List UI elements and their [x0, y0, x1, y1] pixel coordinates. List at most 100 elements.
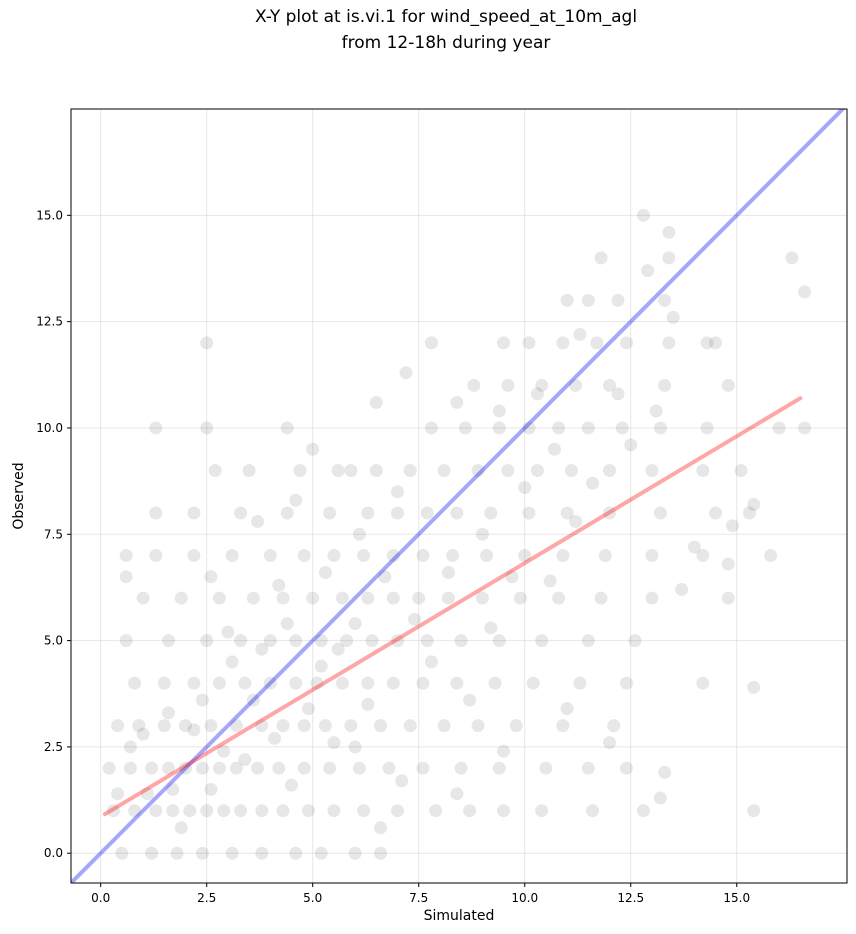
scatter-point — [314, 846, 328, 860]
scatter-point — [327, 736, 341, 750]
scatter-point — [420, 634, 434, 648]
scatter-point — [645, 463, 659, 477]
scatter-point — [556, 549, 570, 563]
scatter-point — [594, 591, 608, 605]
scatter-point — [200, 634, 214, 648]
scatter-point — [318, 719, 332, 733]
scatter-point — [424, 655, 438, 669]
scatter-point — [556, 719, 570, 733]
scatter-point — [310, 676, 324, 690]
scatter-point — [229, 761, 243, 775]
scatter-point — [662, 225, 676, 239]
scatter-point — [306, 442, 320, 456]
scatter-point — [162, 634, 176, 648]
y-tick-label: 5.0 — [44, 634, 63, 648]
scatter-point — [145, 761, 159, 775]
y-tick-label: 0.0 — [44, 846, 63, 860]
scatter-point — [700, 336, 714, 350]
scatter-point — [403, 719, 417, 733]
scatter-point — [628, 634, 642, 648]
scatter-point — [128, 676, 142, 690]
scatter-point — [471, 719, 485, 733]
scatter-point — [200, 336, 214, 350]
scatter-point — [335, 591, 349, 605]
scatter-point — [501, 463, 515, 477]
scatter-point — [475, 591, 489, 605]
scatter-point — [772, 421, 786, 435]
scatter-point — [352, 761, 366, 775]
scatter-point — [361, 676, 375, 690]
scatter-point — [429, 804, 443, 818]
scatter-point — [391, 634, 405, 648]
scatter-point — [463, 804, 477, 818]
scatter-point — [653, 791, 667, 805]
scatter-point — [136, 727, 150, 741]
scatter-point — [552, 591, 566, 605]
scatter-point — [352, 527, 366, 541]
scatter-point — [217, 804, 231, 818]
scatter-point — [539, 761, 553, 775]
scatter-point — [653, 506, 667, 520]
scatter-point — [187, 723, 201, 737]
scatter-point — [123, 740, 137, 754]
scatter-point — [195, 846, 209, 860]
scatter-point — [200, 421, 214, 435]
scatter-point — [526, 676, 540, 690]
scatter-point — [607, 719, 621, 733]
scatter-point — [234, 506, 248, 520]
scatter-point — [268, 731, 282, 745]
scatter-point — [301, 702, 315, 716]
scatter-point — [586, 476, 600, 490]
x-tick-label: 2.5 — [197, 891, 216, 905]
scatter-point — [344, 719, 358, 733]
scatter-point — [374, 821, 388, 835]
x-tick-label: 0.0 — [91, 891, 110, 905]
scatter-point — [238, 753, 252, 767]
scatter-point — [581, 761, 595, 775]
scatter-point — [484, 621, 498, 635]
scatter-point — [183, 804, 197, 818]
x-tick-label: 15.0 — [723, 891, 750, 905]
scatter-point — [174, 821, 188, 835]
scatter-point — [420, 506, 434, 520]
x-tick-label: 7.5 — [409, 891, 428, 905]
scatter-point — [276, 719, 290, 733]
scatter-point — [556, 336, 570, 350]
scatter-point — [564, 463, 578, 477]
y-axis-ticks: 0.0 2.5 5.0 7.5 10.0 12.5 15.0 — [36, 208, 71, 860]
scatter-point — [467, 378, 481, 392]
scatter-point — [238, 676, 252, 690]
scatter-point — [497, 336, 511, 350]
scatter-point — [386, 549, 400, 563]
scatter-point — [361, 506, 375, 520]
scatter-point — [522, 506, 536, 520]
scatter-point — [399, 366, 413, 380]
scatter-point — [162, 761, 176, 775]
scatter-point — [255, 804, 269, 818]
scatter-point — [441, 566, 455, 580]
scatter-point — [374, 846, 388, 860]
scatter-point — [416, 676, 430, 690]
scatter-point — [501, 378, 515, 392]
scatter-point — [178, 761, 192, 775]
scatter-point — [458, 421, 472, 435]
scatter-point — [208, 463, 222, 477]
scatter-point — [187, 676, 201, 690]
scatter-point — [128, 804, 142, 818]
scatter-point — [696, 463, 710, 477]
scatter-point — [590, 336, 604, 350]
scatter-point — [306, 591, 320, 605]
scatter-point — [391, 485, 405, 499]
scatter-point — [437, 463, 451, 477]
x-axis-label: Simulated — [424, 908, 495, 924]
scatter-point — [289, 676, 303, 690]
scatter-point — [412, 591, 426, 605]
scatter-point — [374, 719, 388, 733]
plot-area — [71, 109, 846, 883]
scatter-point — [450, 676, 464, 690]
scatter-point — [658, 765, 672, 779]
regression-line — [102, 396, 803, 817]
scatter-point — [450, 395, 464, 409]
scatter-point — [497, 744, 511, 758]
